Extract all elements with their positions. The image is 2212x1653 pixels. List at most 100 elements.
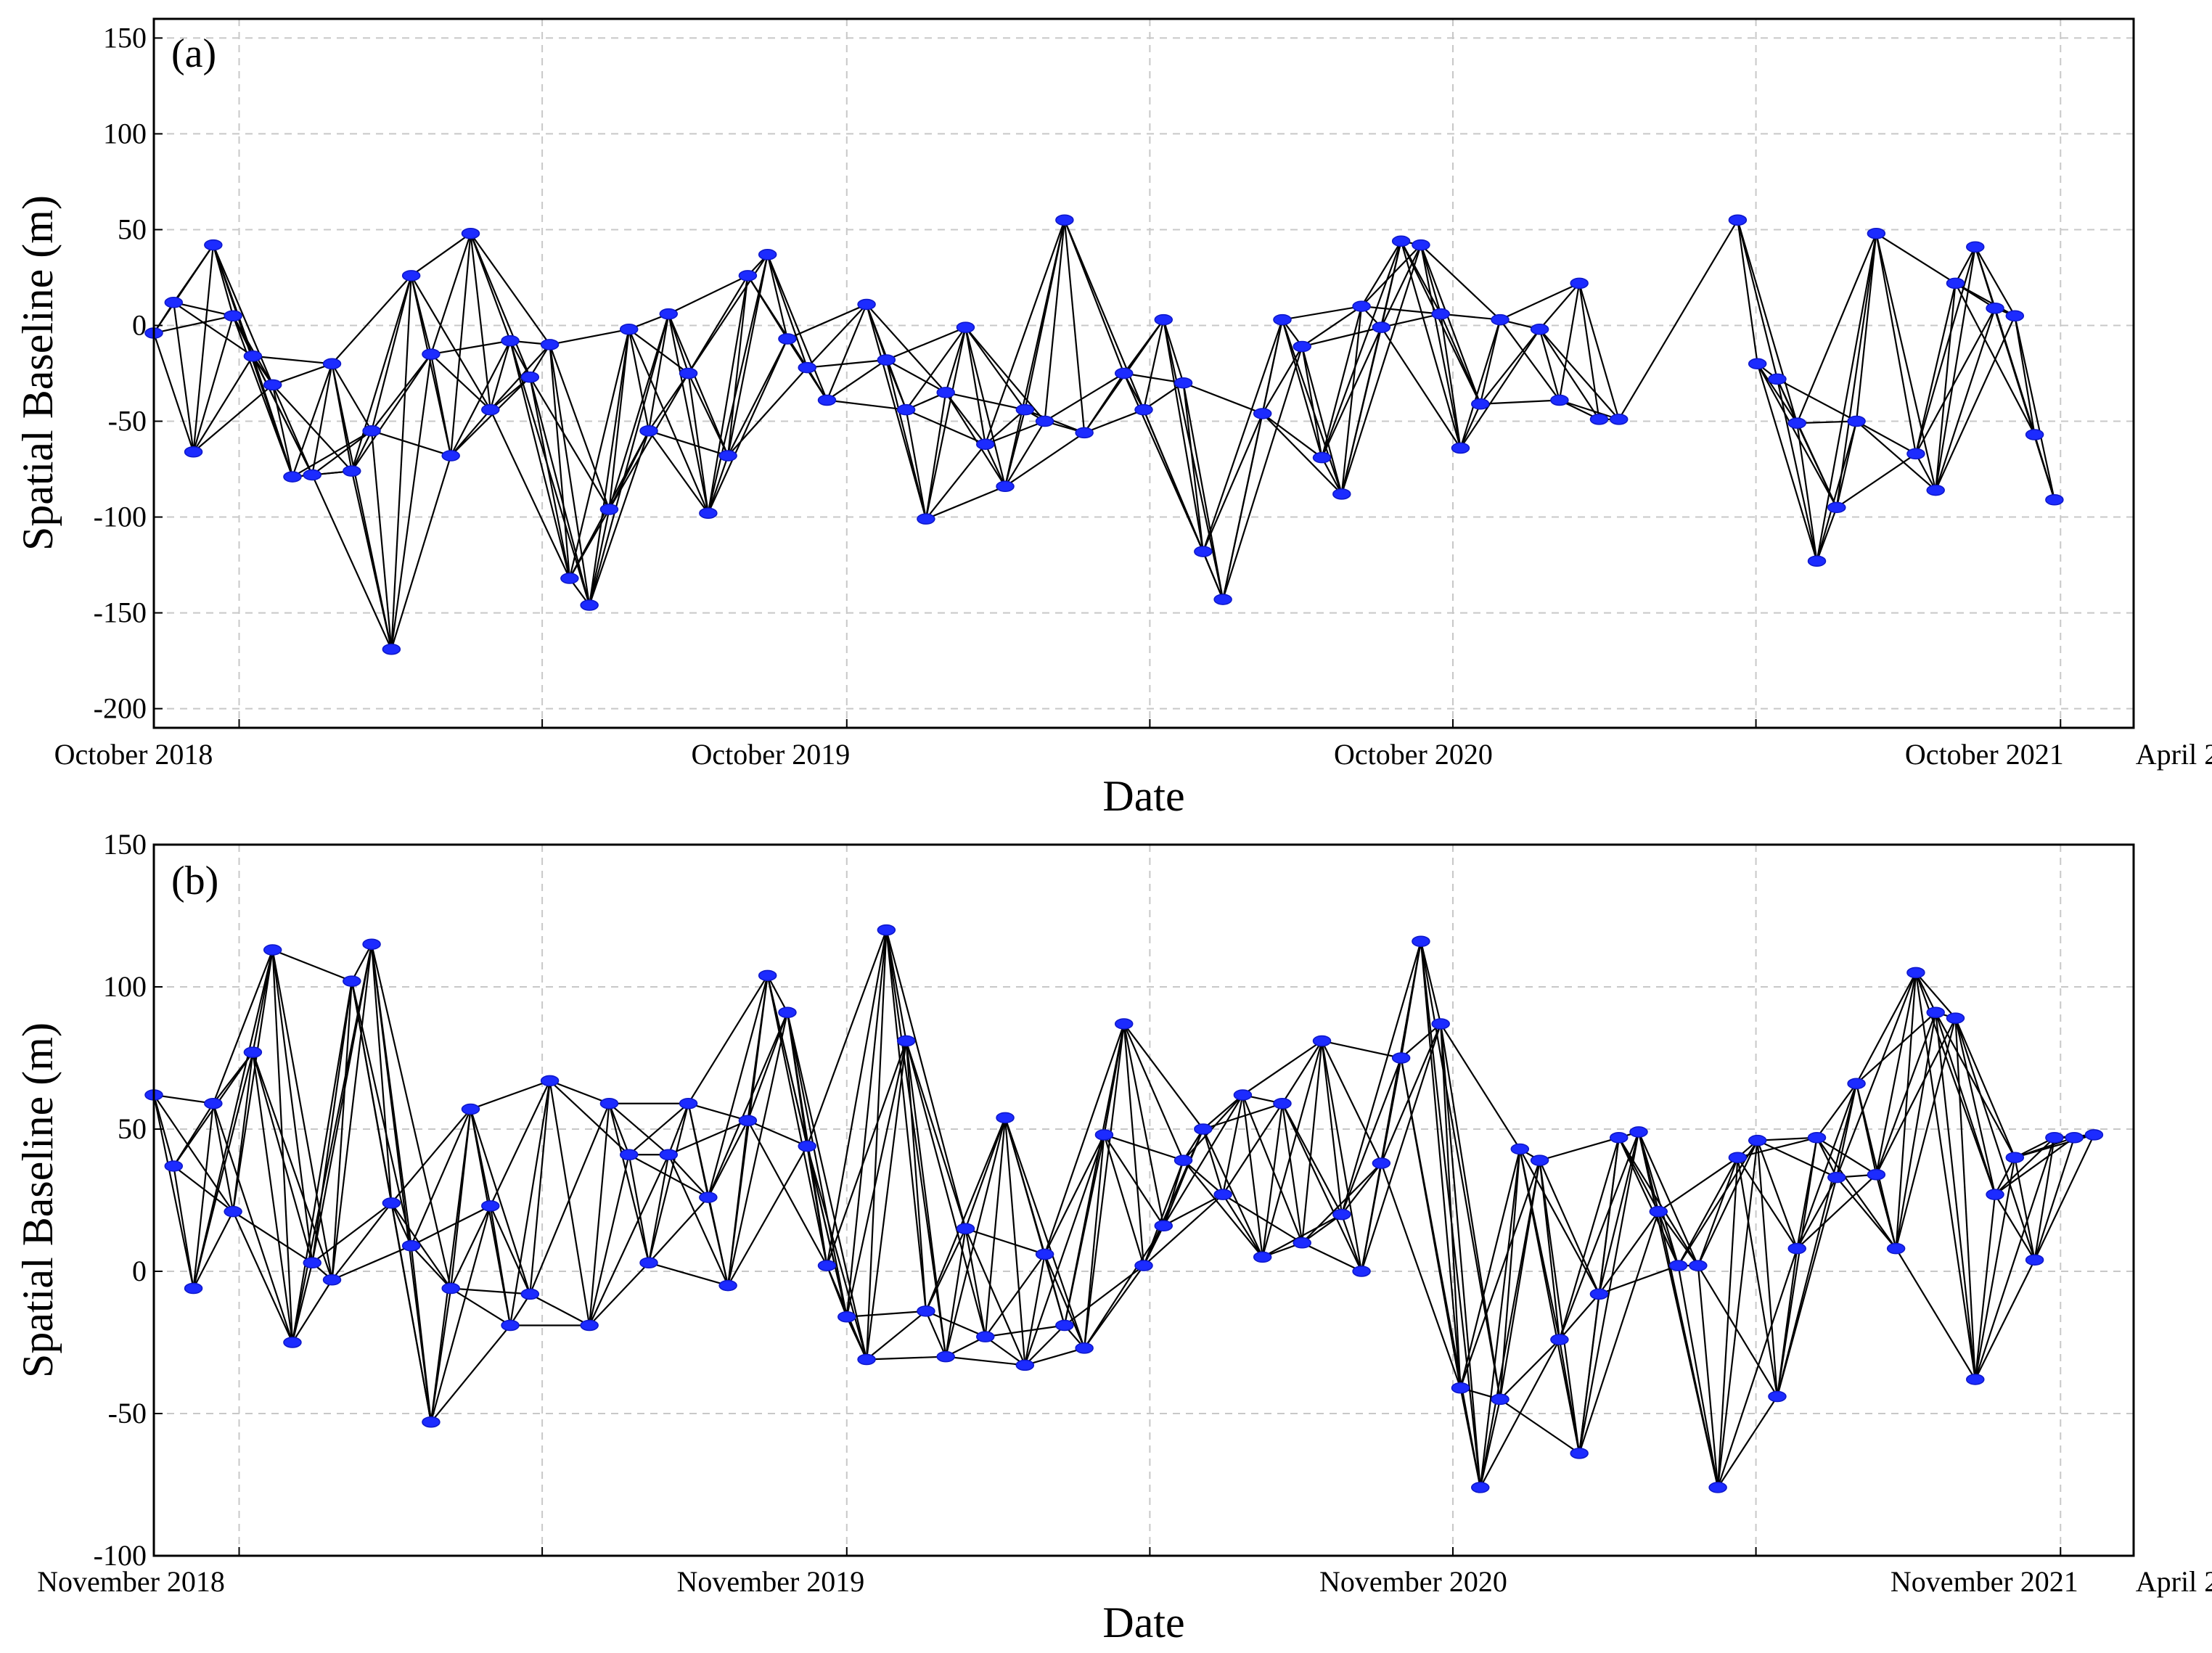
interferogram-pair-line [925,327,967,520]
interferogram-pair-line [1539,1136,1620,1162]
interferogram-pair-line [1004,432,1085,488]
interferogram-pair-line [371,943,452,1289]
acquisition-point [204,1097,223,1109]
interferogram-pair-line [410,1244,452,1289]
interferogram-pair-line [1381,313,1441,329]
interferogram-pair-line [1024,1324,1065,1366]
acquisition-point [1273,313,1292,326]
acquisition-point [1807,555,1827,567]
interferogram-pair-line [1163,319,1184,384]
x-tick-label: October 2019 [691,738,850,771]
interferogram-pair-line [1599,1265,1679,1295]
interferogram-pair-line [1974,1137,2055,1380]
interferogram-pair-line [549,1080,591,1326]
interferogram-pair-line [430,1205,491,1423]
interferogram-pair-line [2033,1134,2095,1260]
interferogram-pair-line [747,975,769,1121]
interferogram-pair-line [351,353,432,472]
interferogram-pair-line [1737,1157,1779,1397]
interferogram-pair-line [2014,316,2036,435]
acquisition-point [956,1223,975,1234]
interferogram-pair-line [1440,1023,1481,1488]
interferogram-pair-line [252,1052,294,1343]
acquisition-point [1471,1482,1490,1493]
interferogram-pair-line [411,1205,491,1247]
interferogram-pair-line [985,420,1045,446]
interferogram-pair-line [1182,1160,1263,1258]
acquisition-point [1253,408,1272,419]
interferogram-pair-line [489,1080,551,1207]
interferogram-pair-line [1836,453,1917,509]
interferogram-pair-line [1816,1083,1857,1139]
panel-a-y-axis-title: Spatial Baseline (m) [14,195,62,551]
interferogram-pair-line [945,392,986,445]
interferogram-pair-line [1361,305,1441,315]
acquisition-point [422,1416,441,1428]
interferogram-pair-line [450,340,512,456]
interferogram-pair-line [647,1154,670,1263]
acquisition-point [599,1097,619,1109]
acquisition-point [1807,1132,1827,1144]
interferogram-pair-line [1321,1041,1343,1215]
interferogram-pair-line [1420,941,1502,1400]
interferogram-pair-line [173,244,214,303]
interferogram-pair-line [1142,1160,1184,1266]
acquisition-point [1491,313,1510,326]
interferogram-pair-line [1459,1387,1481,1488]
interferogram-pair-line [1103,1023,1125,1136]
interferogram-pair-line [549,328,629,345]
interferogram-pair-line [1717,1395,1778,1488]
interferogram-pair-line [192,356,254,453]
interferogram-pair-line [1380,1162,1462,1389]
interferogram-pair-line [985,1324,1065,1338]
acquisition-point [283,1337,302,1348]
interferogram-pair-line [152,1094,175,1167]
acquisition-point [659,1149,679,1161]
acquisition-point [560,573,579,584]
interferogram-pair-line [1063,219,1145,411]
acquisition-point [422,348,441,360]
interferogram-pair-line [173,301,254,357]
interferogram-pair-line [489,1205,531,1295]
interferogram-pair-line [1796,1137,1818,1249]
interferogram-pair-line [1519,1149,1581,1454]
interferogram-pair-line [1598,1211,1660,1295]
interferogram-pair-line [1340,245,1422,495]
acquisition-point [798,361,816,374]
interferogram-pair-line [1103,1134,1145,1266]
interferogram-pair-line [688,1102,748,1122]
interferogram-pair-line [212,1103,234,1212]
interferogram-pair-line [1835,1083,1858,1178]
interferogram-pair-line [212,1051,254,1104]
interferogram-pair-line [985,409,1026,446]
interferogram-pair-line [1480,399,1560,405]
interferogram-pair-line [1618,1137,1679,1266]
acquisition-point [996,480,1015,493]
interferogram-pair-line [707,254,769,514]
acquisition-point [896,403,916,416]
acquisition-point [1748,358,1767,370]
acquisition-point [1075,1342,1094,1354]
interferogram-pair-line [192,1211,234,1289]
acquisition-point [1134,1260,1153,1271]
interferogram-pair-line [212,245,274,385]
x-tick-label: April 2022 [2136,738,2212,771]
acquisition-point [1213,594,1232,605]
acquisition-point [1689,1260,1708,1271]
interferogram-pair-line [1717,1157,1739,1488]
interferogram-pair-line [1756,363,1798,424]
interferogram-pair-line [766,254,789,340]
acquisition-point [1391,1052,1411,1064]
acquisition-point [956,321,975,333]
interferogram-pair-line [1340,940,1422,1215]
interferogram-pair-line [1539,1160,1600,1295]
x-tick-label: November 2021 [1891,1565,2078,1598]
acquisition-point [322,1274,342,1286]
interferogram-pair-line [964,327,986,445]
interferogram-pair-line [529,377,610,510]
acquisition-point [362,938,381,950]
acquisition-point [343,975,361,987]
interferogram-pair-line [766,975,828,1266]
acquisition-point [1946,1012,1965,1024]
